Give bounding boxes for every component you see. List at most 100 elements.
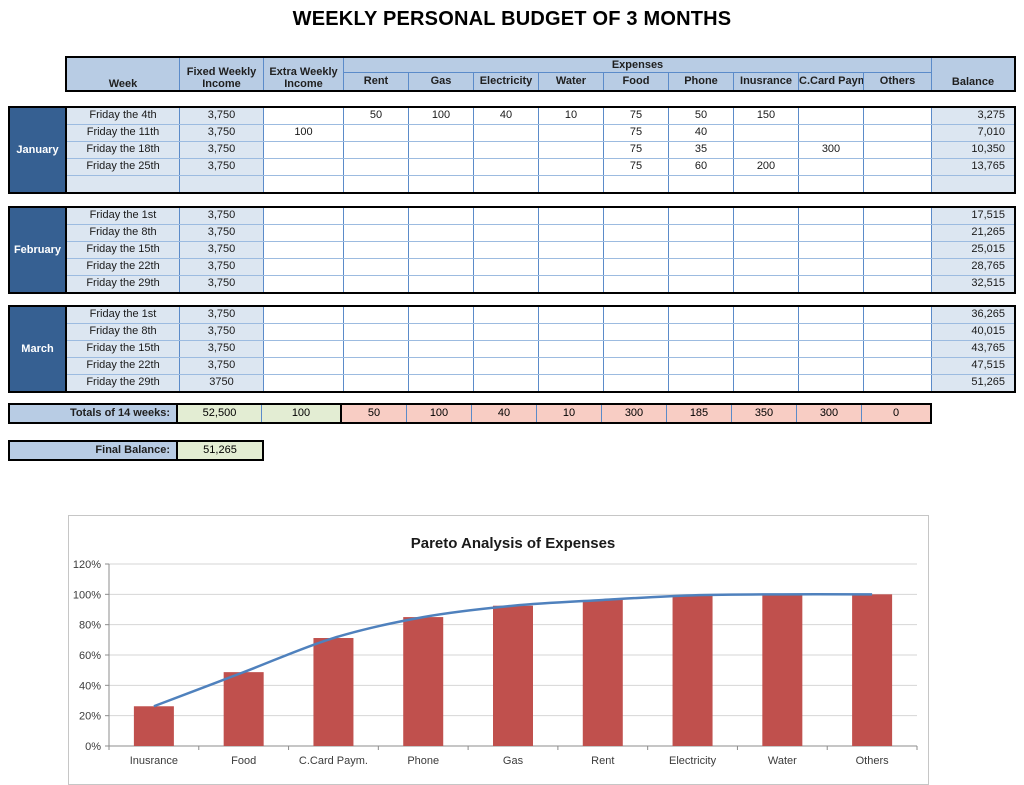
exp-cell[interactable] xyxy=(409,341,474,357)
exp-cell[interactable] xyxy=(864,125,932,141)
exp-cell[interactable] xyxy=(799,324,864,340)
extra-cell[interactable] xyxy=(264,375,344,391)
exp-cell[interactable] xyxy=(799,208,864,224)
fixed-cell[interactable]: 3,750 xyxy=(180,259,264,275)
exp-cell[interactable] xyxy=(864,176,932,192)
header-gas[interactable]: Gas xyxy=(409,73,474,90)
exp-cell[interactable] xyxy=(409,208,474,224)
exp-cell[interactable] xyxy=(799,108,864,124)
balance-cell[interactable]: 17,515 xyxy=(932,208,1014,224)
exp-cell[interactable] xyxy=(734,242,799,258)
exp-cell[interactable] xyxy=(344,125,409,141)
exp-cell[interactable] xyxy=(799,276,864,292)
balance-cell[interactable]: 40,015 xyxy=(932,324,1014,340)
extra-cell[interactable] xyxy=(264,159,344,175)
header-phone[interactable]: Phone xyxy=(669,73,734,90)
exp-cell[interactable] xyxy=(539,307,604,323)
exp-cell[interactable] xyxy=(864,307,932,323)
exp-cell[interactable] xyxy=(604,259,669,275)
total-expense-cell[interactable]: 50 xyxy=(342,405,407,422)
exp-cell[interactable] xyxy=(669,375,734,391)
exp-cell[interactable]: 50 xyxy=(344,108,409,124)
total-expense-cell[interactable]: 0 xyxy=(862,405,930,422)
exp-cell[interactable]: 35 xyxy=(669,142,734,158)
exp-cell[interactable] xyxy=(344,276,409,292)
exp-cell[interactable] xyxy=(474,176,539,192)
fixed-cell[interactable]: 3,750 xyxy=(180,341,264,357)
extra-cell[interactable] xyxy=(264,341,344,357)
extra-cell[interactable] xyxy=(264,142,344,158)
week-cell[interactable]: Friday the 1st xyxy=(67,307,180,323)
exp-cell[interactable]: 75 xyxy=(604,159,669,175)
week-cell[interactable]: Friday the 25th xyxy=(67,159,180,175)
exp-cell[interactable] xyxy=(799,225,864,241)
exp-cell[interactable] xyxy=(344,242,409,258)
exp-cell[interactable] xyxy=(474,242,539,258)
exp-cell[interactable] xyxy=(604,324,669,340)
exp-cell[interactable] xyxy=(539,142,604,158)
total-income-cell[interactable]: 52,500 xyxy=(178,405,262,422)
exp-cell[interactable] xyxy=(539,176,604,192)
fixed-cell[interactable]: 3,750 xyxy=(180,125,264,141)
final-balance-value[interactable]: 51,265 xyxy=(178,442,262,459)
exp-cell[interactable] xyxy=(604,375,669,391)
totals-label[interactable]: Totals of 14 weeks: xyxy=(10,405,178,422)
exp-cell[interactable] xyxy=(669,324,734,340)
exp-cell[interactable] xyxy=(864,208,932,224)
exp-cell[interactable] xyxy=(539,375,604,391)
exp-cell[interactable] xyxy=(409,375,474,391)
exp-cell[interactable] xyxy=(344,208,409,224)
exp-cell[interactable] xyxy=(409,159,474,175)
exp-cell[interactable] xyxy=(344,358,409,374)
balance-cell[interactable]: 28,765 xyxy=(932,259,1014,275)
exp-cell[interactable] xyxy=(734,142,799,158)
exp-cell[interactable] xyxy=(734,225,799,241)
header-extra-income[interactable]: Extra Weekly Income xyxy=(264,58,344,90)
exp-cell[interactable] xyxy=(734,324,799,340)
exp-cell[interactable] xyxy=(669,242,734,258)
exp-cell[interactable] xyxy=(409,142,474,158)
exp-cell[interactable] xyxy=(604,242,669,258)
header-inusrance[interactable]: Inusrance xyxy=(734,73,799,90)
fixed-cell[interactable]: 3,750 xyxy=(180,276,264,292)
exp-cell[interactable] xyxy=(734,208,799,224)
final-balance-label[interactable]: Final Balance: xyxy=(10,442,178,459)
week-cell[interactable]: Friday the 8th xyxy=(67,225,180,241)
exp-cell[interactable] xyxy=(539,276,604,292)
fixed-cell[interactable]: 3,750 xyxy=(180,358,264,374)
header-balance[interactable]: Balance xyxy=(951,76,995,88)
exp-cell[interactable] xyxy=(604,358,669,374)
exp-cell[interactable]: 150 xyxy=(734,108,799,124)
exp-cell[interactable] xyxy=(474,225,539,241)
exp-cell[interactable] xyxy=(799,375,864,391)
week-cell[interactable]: Friday the 1st xyxy=(67,208,180,224)
exp-cell[interactable] xyxy=(864,159,932,175)
exp-cell[interactable] xyxy=(344,176,409,192)
exp-cell[interactable] xyxy=(669,176,734,192)
exp-cell[interactable] xyxy=(409,176,474,192)
exp-cell[interactable] xyxy=(799,159,864,175)
exp-cell[interactable]: 300 xyxy=(799,142,864,158)
exp-cell[interactable] xyxy=(799,341,864,357)
exp-cell[interactable] xyxy=(604,307,669,323)
exp-cell[interactable] xyxy=(604,341,669,357)
exp-cell[interactable] xyxy=(474,125,539,141)
extra-cell[interactable] xyxy=(264,208,344,224)
exp-cell[interactable] xyxy=(864,324,932,340)
fixed-cell[interactable]: 3,750 xyxy=(180,225,264,241)
balance-cell[interactable]: 21,265 xyxy=(932,225,1014,241)
exp-cell[interactable] xyxy=(669,307,734,323)
exp-cell[interactable] xyxy=(474,142,539,158)
month-label-february[interactable]: February xyxy=(10,208,67,292)
exp-cell[interactable] xyxy=(604,225,669,241)
week-cell[interactable]: Friday the 29th xyxy=(67,375,180,391)
exp-cell[interactable] xyxy=(344,225,409,241)
exp-cell[interactable]: 10 xyxy=(539,108,604,124)
month-label-march[interactable]: March xyxy=(10,307,67,391)
exp-cell[interactable] xyxy=(409,324,474,340)
exp-cell[interactable] xyxy=(474,341,539,357)
exp-cell[interactable] xyxy=(864,276,932,292)
week-cell[interactable]: Friday the 22th xyxy=(67,358,180,374)
fixed-cell[interactable]: 3750 xyxy=(180,375,264,391)
balance-cell[interactable]: 36,265 xyxy=(932,307,1014,323)
